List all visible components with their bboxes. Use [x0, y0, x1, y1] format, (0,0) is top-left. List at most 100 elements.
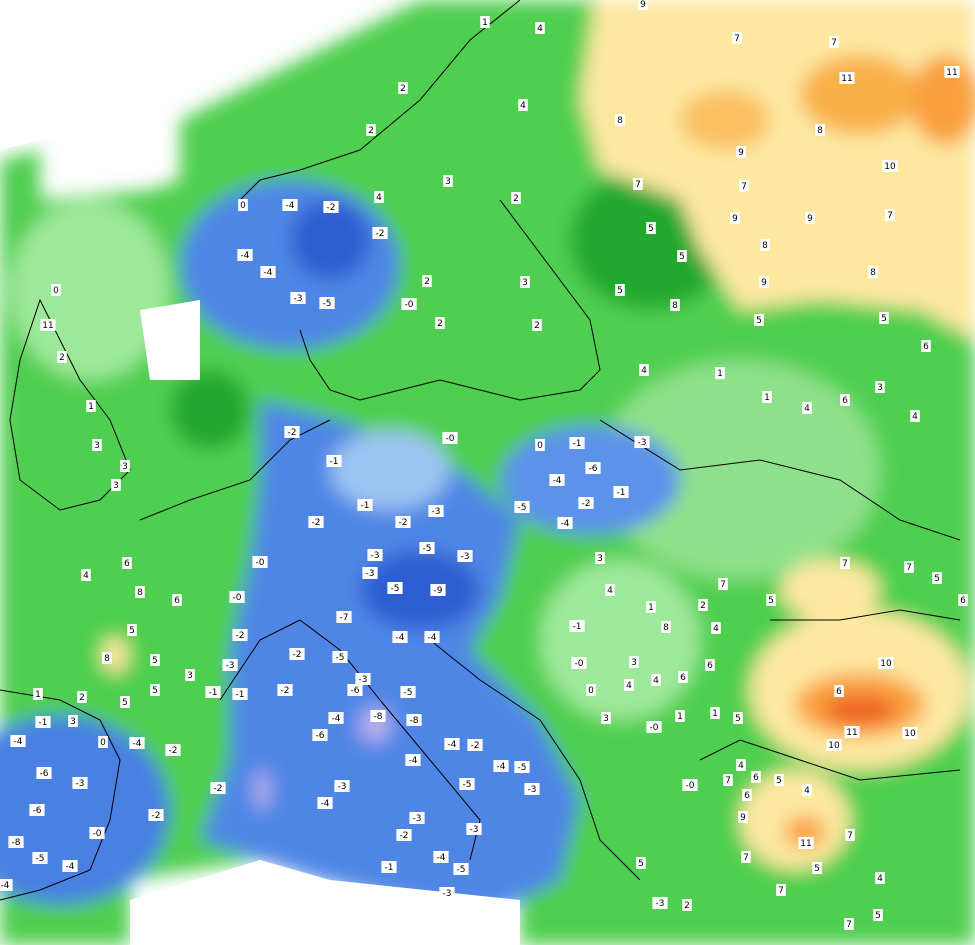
station-label: 5 — [879, 312, 889, 324]
station-value: 3 — [597, 554, 603, 564]
label-box — [776, 884, 786, 896]
station-label: -2 — [277, 684, 293, 696]
station-value: 7 — [635, 180, 641, 190]
station-value: 10 — [880, 659, 892, 669]
station-value: -2 — [471, 741, 480, 751]
station-label: 0 — [535, 439, 545, 451]
station-value: 7 — [847, 831, 853, 841]
station-label: 5 — [150, 684, 160, 696]
label-box — [347, 684, 363, 696]
label-box — [290, 292, 306, 304]
station-value: 1 — [712, 709, 718, 719]
station-value: 3 — [603, 714, 609, 724]
station-value: -2 — [169, 746, 178, 756]
station-label: -6 — [36, 767, 52, 779]
label-box — [613, 486, 629, 498]
label-box — [92, 439, 102, 451]
station-value: -5 — [404, 688, 413, 698]
station-label: -6 — [312, 729, 328, 741]
station-value: 4 — [376, 193, 382, 203]
station-value: 4 — [653, 676, 659, 686]
label-box — [595, 552, 605, 564]
station-value: -3 — [528, 785, 537, 795]
station-label: -3 — [652, 897, 668, 909]
station-value: -4 — [428, 633, 437, 643]
label-box — [738, 811, 748, 823]
station-value: 0 — [537, 441, 543, 451]
label-box — [585, 462, 601, 474]
label-box — [639, 364, 649, 376]
label-box — [766, 594, 776, 606]
label-box — [646, 601, 656, 613]
label-box — [237, 249, 253, 261]
label-box — [736, 759, 746, 771]
label-box — [557, 517, 573, 529]
label-box — [751, 771, 761, 783]
deep-blue — [290, 200, 370, 280]
station-value: 5 — [875, 911, 881, 921]
station-value: 9 — [640, 0, 646, 10]
station-label: 2 — [435, 317, 445, 329]
label-box — [459, 778, 475, 790]
station-value: -1 — [330, 457, 339, 467]
label-box — [661, 621, 671, 633]
label-box — [815, 124, 825, 136]
station-value: -1 — [39, 718, 48, 728]
label-box — [682, 899, 692, 911]
station-value: 2 — [513, 194, 519, 204]
label-box — [284, 426, 300, 438]
label-box — [72, 777, 88, 789]
label-box — [733, 712, 743, 724]
station-label: 6 — [172, 594, 182, 606]
station-label: 2 — [57, 351, 67, 363]
station-label: 1 — [646, 601, 656, 613]
label-box — [443, 175, 453, 187]
label-box — [571, 657, 587, 669]
station-value: -3 — [432, 507, 441, 517]
station-label: -4 — [237, 249, 253, 261]
station-value: -2 — [376, 229, 385, 239]
label-box — [282, 199, 298, 211]
station-value: 1 — [677, 712, 683, 722]
station-value: 9 — [761, 278, 767, 288]
station-label: -0 — [571, 657, 587, 669]
station-label: 4 — [910, 410, 920, 422]
label-box — [289, 648, 305, 660]
label-box — [615, 284, 625, 296]
label-box — [277, 684, 293, 696]
station-value: 5 — [735, 714, 741, 724]
station-label: 0 — [51, 284, 61, 296]
station-value: -5 — [36, 854, 45, 864]
station-label: 4 — [802, 402, 812, 414]
label-box — [839, 72, 855, 84]
station-value: 4 — [804, 404, 810, 414]
station-label: 1 — [86, 400, 96, 412]
station-label: -5 — [32, 852, 48, 864]
station-label: -6 — [585, 462, 601, 474]
label-box — [430, 584, 446, 596]
station-label: -5 — [332, 651, 348, 663]
station-label: 7 — [904, 561, 914, 573]
station-label: 11 — [944, 66, 960, 78]
label-box — [150, 654, 160, 666]
station-label: 9 — [638, 0, 648, 10]
station-value: 4 — [912, 412, 918, 422]
station-label: 6 — [751, 771, 761, 783]
station-value: 6 — [836, 687, 842, 697]
station-label: 6 — [840, 394, 850, 406]
label-box — [730, 212, 740, 224]
station-value: 8 — [817, 126, 823, 136]
deep-blue — [360, 550, 480, 630]
label-box — [742, 789, 752, 801]
station-value: -8 — [410, 716, 419, 726]
station-label: 3 — [443, 175, 453, 187]
station-value: 1 — [35, 690, 41, 700]
label-box — [569, 437, 585, 449]
label-box — [678, 671, 688, 683]
label-box — [439, 887, 455, 899]
station-value: -2 — [400, 831, 409, 841]
label-box — [381, 861, 397, 873]
station-label: 6 — [958, 594, 968, 606]
